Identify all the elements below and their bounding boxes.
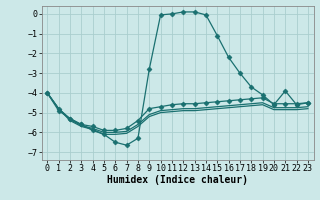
X-axis label: Humidex (Indice chaleur): Humidex (Indice chaleur)	[107, 175, 248, 185]
